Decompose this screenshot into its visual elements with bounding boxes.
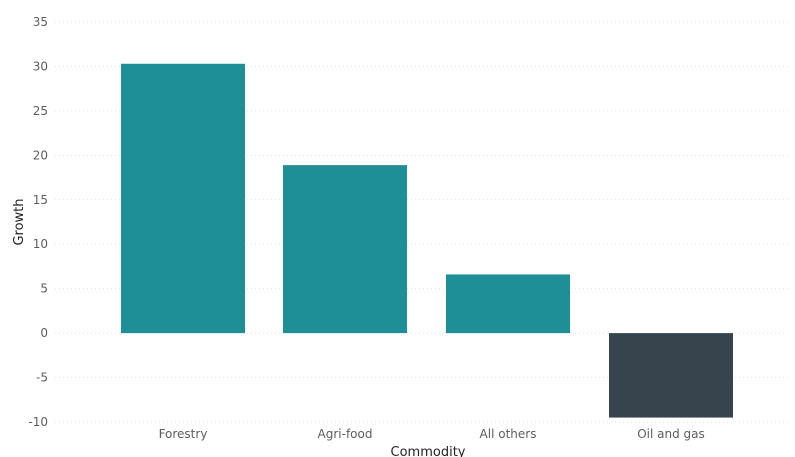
bar-forestry[interactable] (121, 63, 245, 334)
x-tick-label: Forestry (159, 427, 208, 441)
y-tick-label: -10 (28, 415, 48, 429)
x-tick-label: All others (480, 427, 537, 441)
y-tick-label: 10 (33, 237, 48, 251)
x-tick-label: Agri-food (318, 427, 373, 441)
y-axis-title: Growth (12, 198, 27, 245)
y-axis-ticks: 35 30 25 20 15 10 5 0 -5 -10 (28, 15, 48, 429)
y-tick-label: 35 (33, 15, 48, 29)
bar-agri-food[interactable] (283, 165, 407, 334)
y-tick-label: 20 (33, 148, 48, 162)
y-tick-label: -5 (36, 371, 48, 385)
y-tick-label: 15 (33, 193, 48, 207)
bars (121, 63, 733, 418)
bar-oil-and-gas[interactable] (609, 333, 733, 418)
y-tick-label: 5 (40, 282, 48, 296)
x-axis-ticks: Forestry Agri-food All others Oil and gas (159, 427, 705, 441)
x-tick-label: Oil and gas (637, 427, 705, 441)
y-tick-label: 0 (40, 326, 48, 340)
x-axis-title: Commodity (391, 445, 466, 457)
y-tick-label: 25 (33, 104, 48, 118)
bar-all-others[interactable] (446, 274, 570, 334)
y-tick-label: 30 (33, 59, 48, 73)
